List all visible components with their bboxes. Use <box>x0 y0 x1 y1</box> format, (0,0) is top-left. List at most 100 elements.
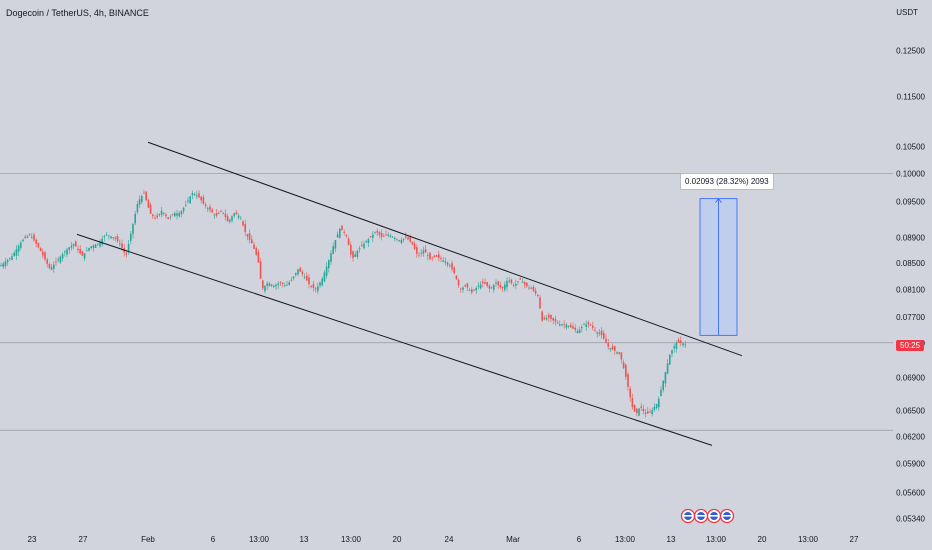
candle-body <box>200 196 202 201</box>
candle <box>339 227 341 239</box>
candle <box>400 237 403 245</box>
event-markers[interactable] <box>680 508 735 524</box>
flag-stripe <box>684 515 692 517</box>
descending-channel[interactable] <box>76 141 743 446</box>
candle <box>224 209 227 221</box>
candle <box>409 234 411 243</box>
event-marker-3[interactable] <box>719 508 735 524</box>
candle <box>259 258 262 279</box>
candle-body <box>266 283 268 286</box>
candle-body <box>438 254 440 258</box>
candle <box>413 240 416 250</box>
candle-body <box>136 204 139 213</box>
time-axis[interactable]: 23 27 Feb 6 13:00 13 13:00 20 24 Mar 6 13:00 13 13:00… <box>28 535 859 544</box>
candle-body <box>396 238 398 240</box>
candle-body <box>600 330 603 336</box>
measure-tool[interactable] <box>699 197 738 336</box>
candle <box>332 242 334 255</box>
candle <box>440 255 442 262</box>
candle-body <box>671 350 673 354</box>
candle <box>301 269 304 277</box>
candle <box>270 283 273 288</box>
candle-body <box>149 204 152 214</box>
candle-body <box>352 251 354 258</box>
candle-body <box>24 236 26 239</box>
event-marker-2[interactable] <box>706 508 722 524</box>
candle-body <box>449 265 451 266</box>
candle <box>116 233 119 244</box>
candle <box>396 238 398 243</box>
candle <box>70 241 73 251</box>
candle <box>185 200 187 208</box>
candle <box>374 231 376 235</box>
candle <box>510 278 513 285</box>
candle-body <box>97 243 99 245</box>
candle <box>521 278 524 283</box>
candle <box>589 323 592 327</box>
event-marker-0[interactable] <box>680 508 696 524</box>
x-tick-label-11: 13:00 <box>615 535 636 544</box>
candle-body <box>611 346 614 350</box>
candle <box>484 277 486 285</box>
horizontal-level-lines <box>0 172 893 431</box>
candle <box>495 279 497 287</box>
candle <box>383 233 385 237</box>
candle <box>526 282 528 288</box>
candle <box>125 250 128 258</box>
candle <box>574 324 576 333</box>
candle-body <box>55 261 57 263</box>
candle <box>207 206 209 213</box>
candle-body <box>556 322 559 324</box>
candle-body <box>570 324 572 328</box>
x-tick-label-12: 13 <box>667 535 676 544</box>
candle-body <box>70 245 73 248</box>
candle <box>598 328 601 337</box>
candle-body <box>444 261 447 263</box>
candle-body <box>567 325 570 327</box>
candle <box>453 265 455 275</box>
channel-upper-line[interactable] <box>147 141 743 357</box>
candle <box>380 229 383 241</box>
candle-body <box>625 364 627 377</box>
candle-body <box>191 193 194 195</box>
candle-body <box>68 247 70 250</box>
candle <box>264 284 266 294</box>
candle-body <box>288 282 290 285</box>
candle <box>363 240 365 250</box>
candle-body <box>160 210 163 215</box>
candle-body <box>235 212 238 215</box>
candle-body <box>295 272 297 275</box>
candle-body <box>453 267 455 274</box>
candle-body <box>224 213 227 218</box>
candle <box>680 336 682 347</box>
candle-body <box>559 324 561 326</box>
candle <box>572 322 574 330</box>
candle-body <box>277 283 279 286</box>
candle-body <box>110 236 112 239</box>
candle <box>389 234 392 238</box>
candle <box>66 247 68 258</box>
candle-body <box>341 225 343 231</box>
candle <box>132 223 134 239</box>
candle-body <box>495 282 497 284</box>
candle <box>330 249 332 265</box>
candle <box>655 403 658 410</box>
candle-body <box>631 397 634 408</box>
candle <box>2 261 4 270</box>
candle <box>336 231 339 238</box>
candle <box>468 288 471 291</box>
x-tick-label-8: 24 <box>445 535 454 544</box>
channel-lower-line[interactable] <box>76 233 713 446</box>
candle-body <box>565 324 568 328</box>
y-tick-label-7: 0.08100 <box>896 285 925 294</box>
candle-body <box>154 217 156 219</box>
candle <box>677 337 680 343</box>
candle-body <box>147 200 150 208</box>
candle-body <box>299 267 301 272</box>
candle <box>352 250 354 262</box>
candle-body <box>59 256 62 263</box>
event-marker-1[interactable] <box>693 508 709 524</box>
candle-body <box>273 285 275 288</box>
price-axis[interactable]: 0.12500 0.11500 0.10500 0.10000 0.09500 0.089… <box>896 46 925 523</box>
